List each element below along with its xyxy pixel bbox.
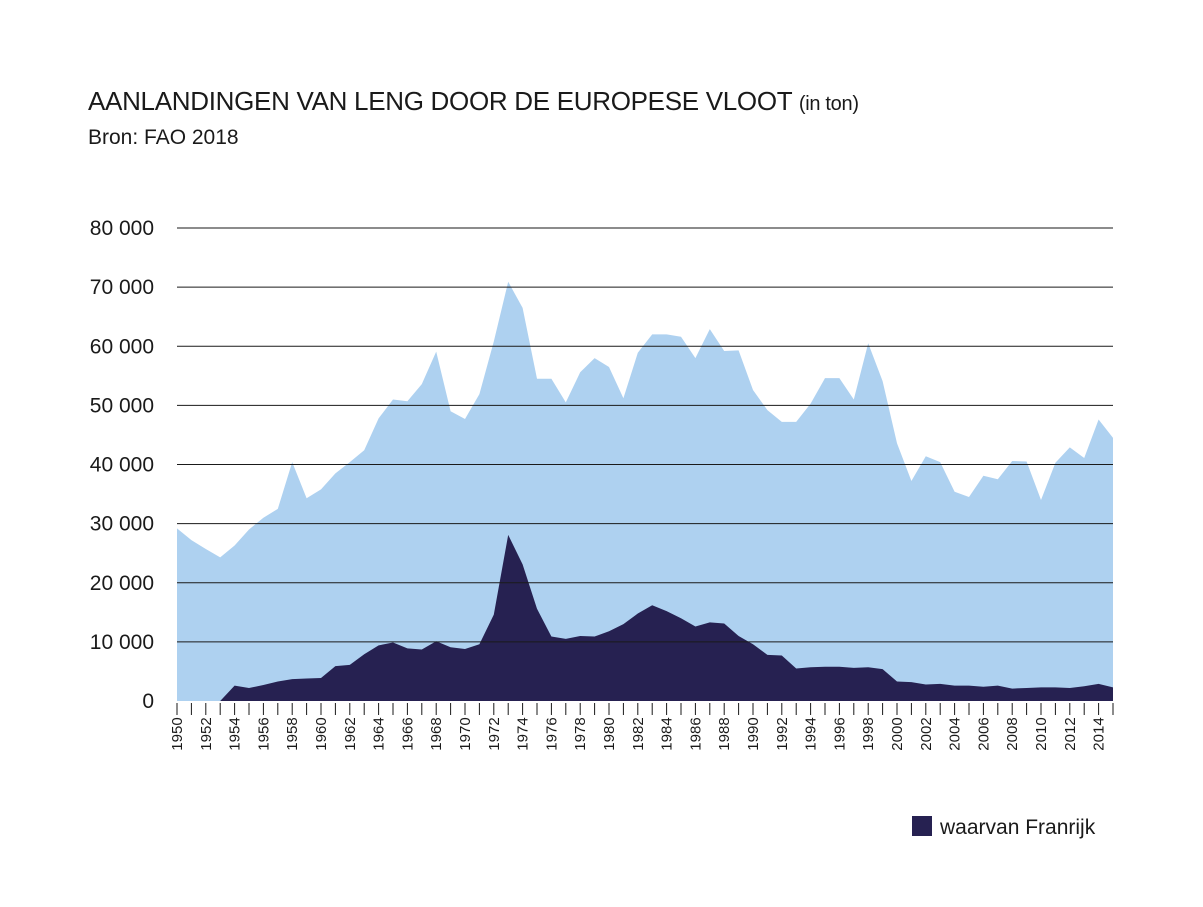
x-tick-label: 1954: [227, 717, 244, 750]
chart-title-unit: (in ton): [798, 93, 859, 115]
series-area-1: [177, 281, 1113, 701]
y-axis: 0 10 000 20 000 30 000 40 000 50 000 60 000 70 …: [90, 217, 154, 713]
x-tick-label: 1996: [831, 717, 848, 750]
legend-swatch: [912, 816, 932, 836]
x-tick-label: 2008: [1004, 717, 1021, 750]
y-tick-label: 10 000: [90, 631, 154, 654]
x-tick-label: 1958: [284, 717, 301, 750]
x-tick-label: 2004: [947, 717, 964, 750]
x-tick-label: 1962: [342, 717, 359, 750]
x-tick-label: 2012: [1062, 717, 1079, 750]
x-tick-label: 1964: [371, 717, 388, 750]
y-tick-label: 50 000: [90, 394, 154, 417]
chart-subtitle: Bron: FAO 2018: [88, 126, 239, 149]
x-tick-label: 1952: [198, 717, 215, 750]
x-tick-label: 1956: [255, 717, 272, 750]
x-tick-label: 2002: [918, 717, 935, 750]
x-tick-label: 1984: [659, 717, 676, 750]
x-tick-label: 1970: [457, 717, 474, 750]
chart-title: AANLANDINGEN VAN LENG DOOR DE EUROPESE V…: [88, 86, 859, 117]
x-tick-label: 1998: [860, 717, 877, 750]
y-tick-label: 0: [142, 690, 154, 713]
gridlines: [177, 227, 1113, 643]
x-tick-label: 1992: [774, 717, 791, 750]
x-tick-label: 1960: [313, 717, 330, 750]
x-tick-label: 1986: [687, 717, 704, 750]
x-tick-label: 1978: [572, 717, 589, 750]
x-tick-label: 2014: [1091, 717, 1108, 750]
x-tick-label: 2006: [975, 717, 992, 750]
x-tick-label: 1980: [601, 717, 618, 750]
x-tick-label: 1974: [515, 717, 532, 750]
series-area-2: [177, 534, 1113, 701]
x-tick-label: 1966: [399, 717, 416, 750]
y-tick-label: 70 000: [90, 276, 154, 299]
legend-label: waarvan Franrijk: [939, 816, 1096, 839]
x-tick-label: 1972: [486, 717, 503, 750]
x-tick-label: 1950: [169, 717, 186, 750]
x-tick-label: 1994: [803, 717, 820, 750]
x-tick-label: 1968: [428, 717, 445, 750]
plot-areas: [177, 281, 1113, 701]
x-axis: 1950 1952 1954 1956 1958 1960 1962 1964 1966 1968…: [169, 703, 1114, 751]
x-tick-label: 2000: [889, 717, 906, 750]
y-tick-label: 30 000: [90, 513, 154, 536]
x-tick-label: 1988: [716, 717, 733, 750]
x-tick-label: 2010: [1033, 717, 1050, 750]
y-tick-label: 40 000: [90, 454, 154, 477]
x-tick-label: 1976: [543, 717, 560, 750]
y-tick-label: 80 000: [90, 217, 154, 240]
y-tick-label: 20 000: [90, 572, 154, 595]
x-tick-label: 1982: [630, 717, 647, 750]
x-tick-label: 1990: [745, 717, 762, 750]
legend: waarvan Franrijk: [912, 816, 1096, 839]
chart-title-main: AANLANDINGEN VAN LENG DOOR DE EUROPESE V…: [88, 86, 792, 116]
y-tick-label: 60 000: [90, 335, 154, 358]
